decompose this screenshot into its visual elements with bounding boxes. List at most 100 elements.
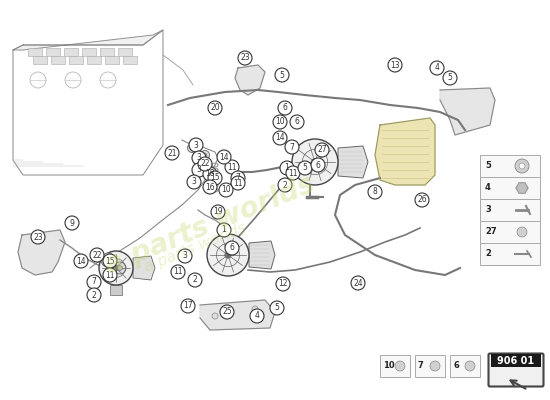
Circle shape: [65, 216, 79, 230]
Text: 3: 3: [191, 178, 196, 186]
Text: 27: 27: [485, 228, 497, 236]
Bar: [46, 48, 60, 56]
Polygon shape: [18, 230, 65, 275]
Text: 5: 5: [448, 74, 453, 82]
Circle shape: [212, 313, 218, 319]
Bar: [105, 56, 119, 64]
Circle shape: [193, 181, 197, 185]
Circle shape: [217, 223, 231, 237]
Bar: [87, 56, 101, 64]
Text: 15: 15: [210, 174, 220, 182]
Text: 7: 7: [91, 278, 96, 286]
Circle shape: [225, 241, 239, 255]
Text: 6: 6: [316, 160, 321, 170]
Text: 1: 1: [222, 226, 227, 234]
Text: 6: 6: [453, 362, 459, 370]
Circle shape: [311, 158, 318, 166]
Text: 3: 3: [485, 206, 491, 214]
FancyBboxPatch shape: [488, 354, 543, 386]
Circle shape: [207, 234, 249, 276]
Text: 21: 21: [167, 148, 177, 158]
Text: 23: 23: [240, 54, 250, 62]
Circle shape: [198, 157, 212, 171]
Circle shape: [118, 266, 123, 270]
Circle shape: [286, 166, 300, 180]
Text: 5: 5: [302, 164, 307, 172]
Circle shape: [315, 143, 329, 157]
Circle shape: [395, 361, 405, 371]
Circle shape: [190, 178, 200, 188]
Circle shape: [187, 175, 201, 189]
Text: 17: 17: [183, 302, 193, 310]
Circle shape: [238, 51, 252, 65]
Circle shape: [203, 180, 217, 194]
Text: 14: 14: [275, 134, 285, 142]
FancyBboxPatch shape: [380, 355, 410, 377]
Text: 11: 11: [233, 178, 243, 188]
FancyBboxPatch shape: [480, 221, 540, 243]
Text: 11: 11: [227, 162, 236, 172]
FancyBboxPatch shape: [491, 354, 541, 367]
Circle shape: [285, 140, 299, 154]
Bar: [51, 56, 65, 64]
Text: 8: 8: [373, 188, 377, 196]
Circle shape: [74, 254, 88, 268]
Text: a parts worlds: a parts worlds: [101, 170, 319, 280]
Circle shape: [201, 150, 210, 160]
Polygon shape: [338, 146, 368, 178]
Text: 14: 14: [219, 152, 229, 162]
Circle shape: [90, 248, 104, 262]
FancyBboxPatch shape: [450, 355, 480, 377]
Circle shape: [203, 167, 217, 181]
Bar: [28, 48, 42, 56]
Circle shape: [217, 150, 231, 164]
Bar: [118, 48, 132, 56]
Bar: [69, 56, 83, 64]
Polygon shape: [200, 300, 275, 330]
Circle shape: [225, 160, 239, 174]
Circle shape: [87, 275, 101, 289]
Circle shape: [519, 163, 525, 169]
Text: 13: 13: [390, 60, 400, 70]
Circle shape: [351, 276, 365, 290]
FancyBboxPatch shape: [480, 177, 540, 199]
Text: 6: 6: [295, 118, 299, 126]
Text: 4: 4: [434, 64, 439, 72]
Text: 3: 3: [196, 154, 201, 162]
Text: 2: 2: [92, 290, 96, 300]
Circle shape: [517, 227, 527, 237]
Text: 10: 10: [221, 186, 231, 194]
Polygon shape: [13, 30, 163, 50]
Text: 2: 2: [485, 250, 491, 258]
Bar: [64, 48, 78, 56]
Circle shape: [278, 101, 292, 115]
Bar: [100, 48, 114, 56]
Circle shape: [189, 138, 203, 152]
Text: 19: 19: [213, 208, 223, 216]
Circle shape: [208, 171, 222, 185]
Circle shape: [188, 273, 202, 287]
Circle shape: [280, 161, 294, 175]
Text: 12: 12: [278, 280, 288, 288]
Text: 2: 2: [192, 276, 197, 284]
Bar: [123, 56, 137, 64]
Circle shape: [190, 146, 194, 150]
Circle shape: [219, 183, 233, 197]
Text: 2: 2: [283, 180, 287, 190]
Circle shape: [273, 115, 287, 129]
Polygon shape: [440, 88, 495, 135]
Text: 3: 3: [196, 166, 201, 174]
Circle shape: [273, 131, 287, 145]
Polygon shape: [110, 285, 122, 295]
Circle shape: [211, 205, 225, 219]
FancyBboxPatch shape: [415, 355, 445, 377]
Circle shape: [252, 306, 258, 312]
Circle shape: [465, 361, 475, 371]
Text: 5: 5: [274, 304, 279, 312]
Text: 20: 20: [210, 104, 220, 112]
Circle shape: [231, 171, 245, 185]
Circle shape: [276, 277, 290, 291]
Circle shape: [105, 257, 111, 263]
Circle shape: [101, 253, 115, 267]
Text: 6: 6: [229, 244, 234, 252]
